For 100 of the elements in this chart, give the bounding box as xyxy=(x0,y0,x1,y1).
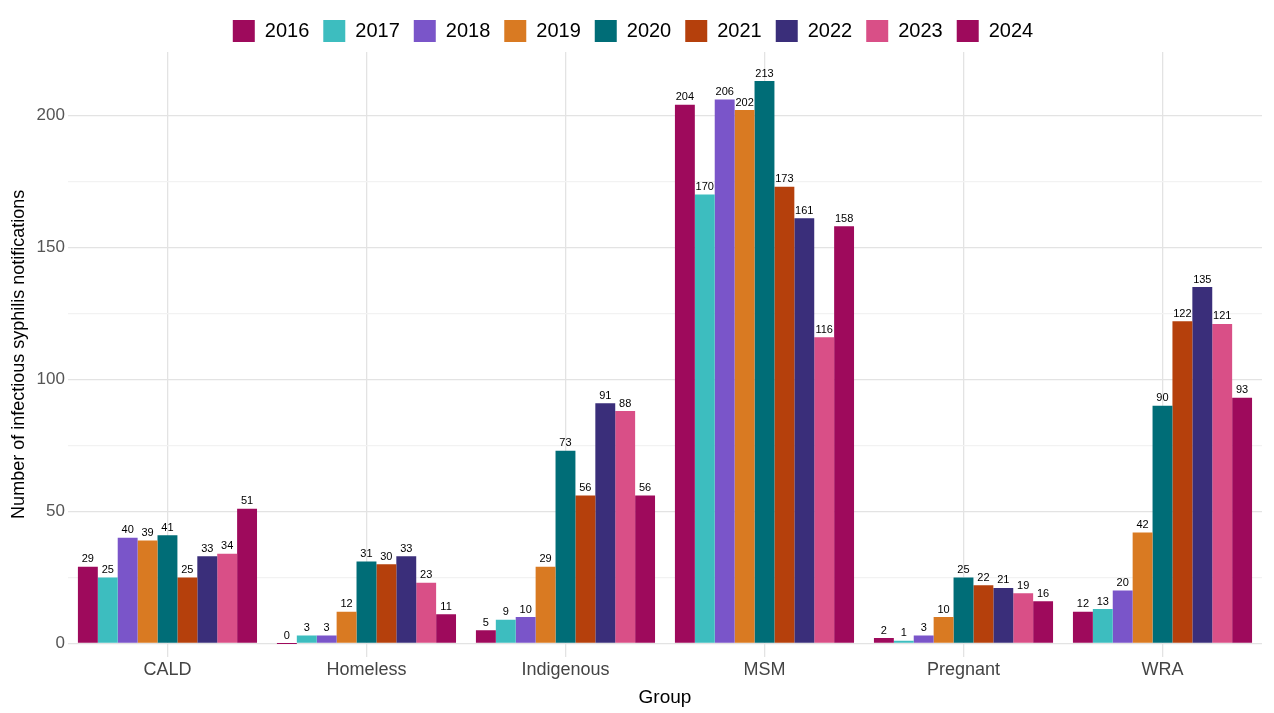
bar xyxy=(217,553,238,643)
bar xyxy=(973,585,994,643)
x-tick-label: CALD xyxy=(143,659,192,680)
bar xyxy=(117,537,138,643)
data-label: 135 xyxy=(1193,272,1212,285)
data-label: 5 xyxy=(482,615,489,628)
data-label: 12 xyxy=(1076,597,1090,610)
data-label: 3 xyxy=(323,621,330,634)
data-label: 10 xyxy=(519,602,532,615)
data-label: 3 xyxy=(920,621,927,634)
data-label: 41 xyxy=(161,520,174,533)
bar xyxy=(834,226,855,643)
data-label: 21 xyxy=(997,573,1010,586)
data-label: 51 xyxy=(240,494,254,507)
data-label: 29 xyxy=(81,552,94,565)
x-axis-title: Group xyxy=(638,685,692,707)
legend-label: 2021 xyxy=(717,18,762,41)
legend-label: 2020 xyxy=(626,18,672,41)
data-label: 39 xyxy=(141,525,154,538)
data-label: 170 xyxy=(695,180,714,193)
bar xyxy=(913,635,934,643)
x-tick-label: Indigenous xyxy=(521,659,610,680)
x-tick-label: WRA xyxy=(1141,659,1184,680)
x-tick-label: Pregnant xyxy=(926,659,1001,680)
y-tick-label: 100 xyxy=(36,369,65,389)
bar xyxy=(296,635,317,643)
bar xyxy=(754,81,775,643)
data-label: 1 xyxy=(900,626,907,639)
data-label: 29 xyxy=(539,552,552,565)
legend-label: 2023 xyxy=(898,18,943,41)
bar xyxy=(177,577,198,643)
bar xyxy=(396,556,417,643)
data-label: 22 xyxy=(977,570,990,583)
bar xyxy=(336,611,357,643)
bar xyxy=(933,617,954,643)
bar xyxy=(714,99,735,643)
data-label: 116 xyxy=(815,322,833,335)
bar xyxy=(1092,609,1113,643)
bar xyxy=(814,337,835,643)
data-label: 3 xyxy=(303,621,310,634)
x-tick-label: MSM xyxy=(743,659,786,680)
bar xyxy=(1232,397,1253,643)
y-tick-label: 150 xyxy=(36,237,65,257)
bar xyxy=(794,218,815,643)
bar xyxy=(1033,601,1054,643)
data-label: 93 xyxy=(1235,383,1249,396)
data-label: 20 xyxy=(1116,576,1129,589)
bar xyxy=(993,587,1014,643)
bar xyxy=(555,450,576,643)
bar xyxy=(1013,593,1034,643)
bar xyxy=(515,617,536,643)
data-label: 90 xyxy=(1156,391,1169,404)
legend-label: 2017 xyxy=(355,18,400,41)
data-label: 16 xyxy=(1036,586,1050,599)
bar xyxy=(157,535,178,643)
legend-label: 2022 xyxy=(807,18,853,41)
data-label: 9 xyxy=(502,605,509,618)
data-label: 121 xyxy=(1213,309,1232,322)
bar xyxy=(1192,286,1213,643)
data-label: 30 xyxy=(380,549,393,562)
bar xyxy=(595,403,616,643)
data-label: 2 xyxy=(880,623,887,636)
bar xyxy=(495,619,516,643)
legend-label: 2016 xyxy=(264,18,310,41)
bar xyxy=(674,104,695,643)
data-label: 33 xyxy=(400,541,413,554)
bar xyxy=(1152,405,1173,643)
data-label: 204 xyxy=(675,90,695,103)
x-tick-label: Homeless xyxy=(326,659,407,680)
legend-label: 2019 xyxy=(536,18,581,41)
data-label: 25 xyxy=(181,562,194,575)
data-label: 13 xyxy=(1096,594,1109,607)
data-label: 23 xyxy=(420,568,433,581)
data-label: 161 xyxy=(795,203,814,216)
bar xyxy=(774,186,795,643)
bar xyxy=(615,411,636,643)
bar xyxy=(694,194,715,643)
bar xyxy=(635,495,656,643)
bar xyxy=(1132,532,1153,643)
bar xyxy=(1072,611,1093,643)
data-label: 31 xyxy=(360,547,373,560)
bar xyxy=(1112,590,1133,643)
data-label: 213 xyxy=(755,66,774,79)
bar xyxy=(137,540,158,643)
bar xyxy=(376,564,397,643)
bar xyxy=(1212,323,1233,643)
bar xyxy=(356,561,377,643)
y-tick-label: 50 xyxy=(46,501,65,521)
bar xyxy=(535,566,556,643)
data-label: 10 xyxy=(937,602,950,615)
data-label: 173 xyxy=(775,172,794,185)
bar xyxy=(237,508,258,643)
bar xyxy=(416,582,437,643)
data-label: 122 xyxy=(1173,306,1192,319)
bar xyxy=(77,566,98,643)
data-label: 25 xyxy=(101,562,114,575)
bar xyxy=(873,638,894,643)
bar xyxy=(475,630,496,643)
data-label: 42 xyxy=(1136,518,1149,531)
data-label: 158 xyxy=(834,211,854,224)
